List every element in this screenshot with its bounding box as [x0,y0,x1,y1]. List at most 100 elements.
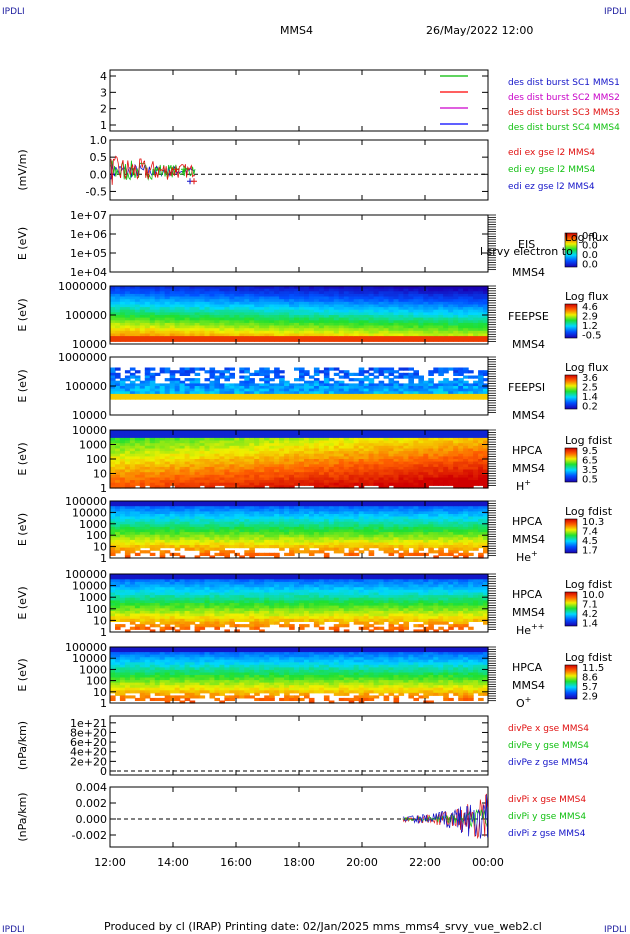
heatmap-cell [249,293,255,298]
heatmap-cell [159,514,166,518]
heatmap-cell [154,396,161,400]
heatmap-cell [224,472,230,476]
heatmap-cell [358,391,365,395]
heatmap-cell [224,485,230,489]
heatmap-cell [234,304,240,308]
heatmap-cell [149,516,156,520]
heatmap-cell [174,521,181,525]
heatmap-cell [194,466,201,471]
heatmap-cell [239,521,245,525]
heatmap-cell [294,443,300,447]
heatmap-cell [184,393,191,398]
heatmap-cell [448,333,454,337]
heatmap-cell [403,288,409,292]
heatmap-cell [249,451,255,455]
heatmap-cell [229,469,235,473]
heatmap-cell [323,445,330,449]
heatmap-cell [408,336,414,340]
heatmap-cell [115,511,121,515]
heatmap-cell [169,537,176,541]
heatmap-cell [189,456,196,460]
heatmap-cell [164,367,171,371]
heatmap-cell [383,304,390,308]
heatmap-cell [115,482,121,486]
heatmap-cell [124,317,131,321]
heatmap-cell [393,474,400,478]
heatmap-cell [259,534,265,538]
heatmap-cell [154,388,161,392]
heatmap-cell [254,534,260,538]
heatmap-cell [274,443,280,447]
heatmap-cell [124,545,131,549]
heatmap-cell [423,472,429,476]
heatmap-cell [289,503,295,507]
heatmap-cell [433,466,439,471]
heatmap-cell [169,301,176,305]
heatmap-cell [274,524,280,528]
heatmap-cell [318,286,325,290]
heatmap-cell [264,437,270,442]
heatmap-cell [219,547,225,551]
colorbar-title: Log flux [565,231,609,244]
heatmap-cell [418,333,424,337]
heatmap-cell [144,461,151,465]
heatmap-cell [144,516,151,520]
heatmap-cell [413,388,419,392]
heatmap-cell [448,386,454,390]
heatmap-cell [383,320,390,324]
heatmap-cell [269,378,275,382]
heatmap-cell [209,474,216,478]
heatmap-cell [164,516,171,520]
heatmap-cell [124,388,131,392]
heatmap-cell [154,437,161,442]
heatmap-cell [199,521,206,525]
heatmap-cell [423,485,429,489]
heatmap-cell [468,370,474,374]
heatmap-cell [110,386,116,390]
heatmap-cell [244,480,250,484]
heatmap-cell [423,293,429,298]
heatmap-cell [184,440,191,444]
heatmap-cell [304,304,310,308]
heatmap-cell [323,435,330,439]
y-axis-label: E (eV) [16,298,29,331]
heatmap-cell [413,445,419,449]
heatmap-cell [239,338,245,342]
heatmap-cell [214,296,220,300]
heatmap-cell [199,383,206,387]
heatmap-cell [289,299,295,303]
heatmap-cell [139,485,146,489]
heatmap-cell [119,432,126,436]
heatmap-cell [174,508,181,512]
heatmap-cell [244,529,250,533]
series-line [110,155,196,185]
colorbar-tick-label: 0.2 [582,402,598,413]
heatmap-cell [259,480,265,484]
heatmap-cell [274,555,280,559]
heatmap-cell [115,524,121,528]
heatmap-cell [129,534,136,538]
heatmap-cell [294,393,300,398]
heatmap-cell [164,456,171,460]
heatmap-cell [264,333,270,337]
heatmap-cell [478,330,484,334]
heatmap-cell [115,430,121,434]
heatmap-cell [204,550,211,554]
heatmap-cell [388,301,395,305]
heatmap-cell [204,461,211,465]
heatmap-cell [393,301,400,305]
heatmap-cell [473,391,479,395]
heatmap-cell [338,328,345,332]
heatmap-cell [453,437,459,442]
heatmap-cell [164,539,171,544]
heatmap-cell [383,293,390,298]
heatmap-cell [418,336,424,340]
heatmap-cell [448,383,454,387]
heatmap-cell [234,545,240,549]
heatmap-cell [234,322,240,327]
heatmap-cell [363,288,370,292]
heatmap-cell [159,333,166,337]
heatmap-cell [259,464,265,468]
heatmap-cell [353,325,360,329]
heatmap-cell [383,432,390,436]
